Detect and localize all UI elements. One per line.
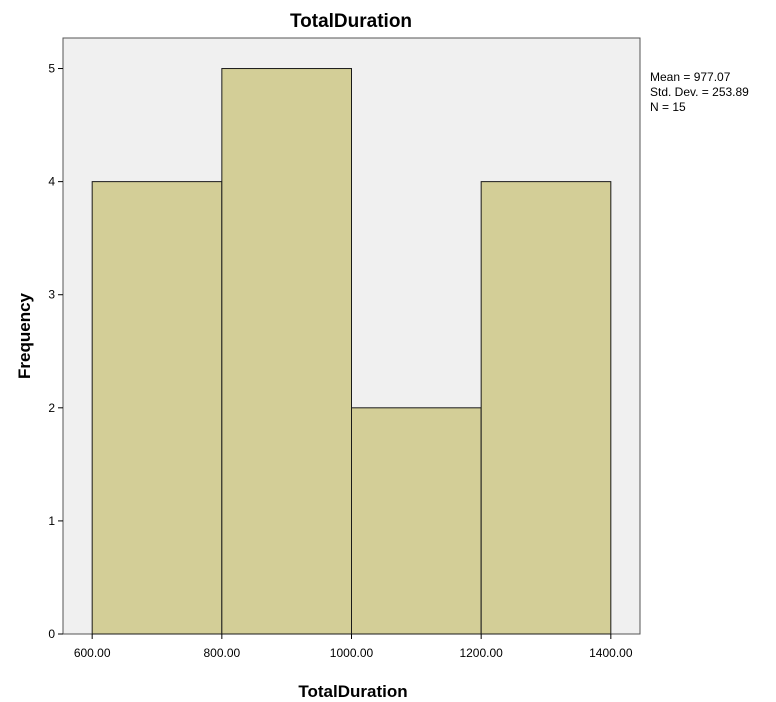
y-tick-label: 4	[48, 175, 55, 189]
x-tick-label: 1000.00	[330, 646, 374, 660]
stats-mean: Mean = 977.07	[650, 70, 731, 84]
y-tick-label: 5	[48, 62, 55, 76]
y-tick-label: 0	[48, 627, 55, 641]
histogram-bar-4	[480, 181, 612, 635]
x-tick-label: 1400.00	[589, 646, 633, 660]
x-tick-label: 800.00	[203, 646, 240, 660]
y-tick-label: 3	[48, 288, 55, 302]
histogram-bar-3	[351, 407, 482, 635]
stats-n: N = 15	[650, 100, 686, 114]
histogram-bar-1	[91, 181, 223, 635]
y-axis-label: Frequency	[15, 292, 34, 379]
x-axis-label: TotalDuration	[298, 682, 407, 701]
stats-box: Mean = 977.07 Std. Dev. = 253.89 N = 15	[650, 70, 749, 114]
x-tick-label: 600.00	[74, 646, 111, 660]
bars-group	[91, 68, 612, 635]
y-tick-label: 2	[48, 401, 55, 415]
x-tick-label: 1200.00	[459, 646, 503, 660]
stats-std-dev: Std. Dev. = 253.89	[650, 85, 749, 99]
x-axis: 600.00 800.00 1000.00 1200.00 1400.00	[74, 634, 633, 660]
chart-title: TotalDuration	[290, 11, 412, 32]
histogram-bar-2	[221, 68, 352, 635]
y-tick-label: 1	[48, 514, 55, 528]
y-axis: 0 1 2 3 4 5	[48, 62, 63, 641]
